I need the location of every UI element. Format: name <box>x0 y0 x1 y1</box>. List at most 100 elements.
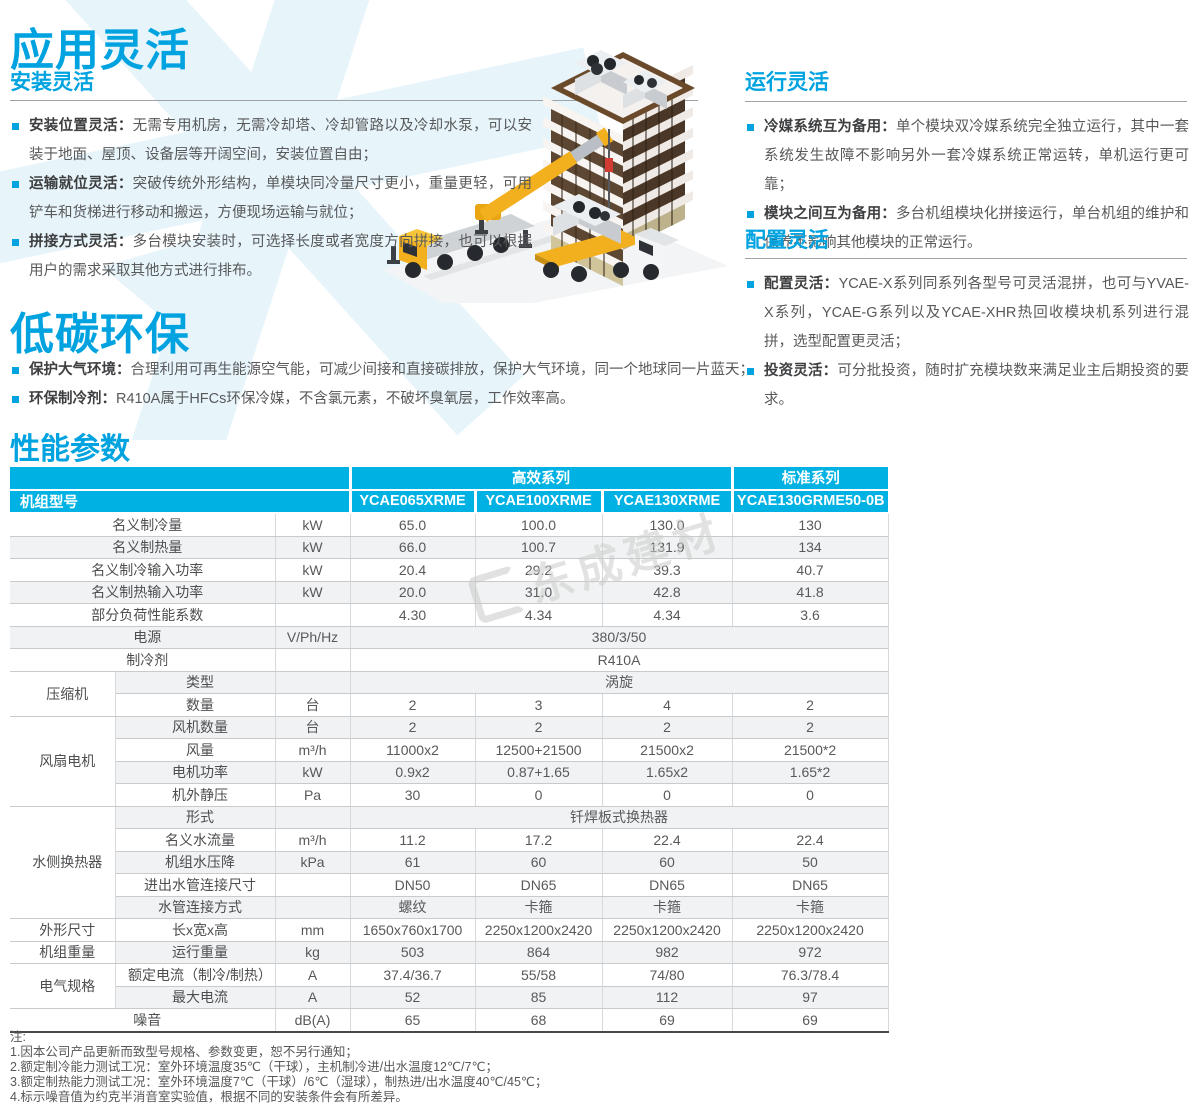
bullet-item: 保护大气环境：合理利用可再生能源空气能，可减少间接和直接碳排放，保护大气环境，同… <box>10 356 1190 385</box>
unit-cell: 台 <box>275 693 351 717</box>
table-row: 噪音 dB(A) 65 68 69 69 <box>10 1008 889 1033</box>
unit-cell: 台 <box>275 716 351 739</box>
value-cell: 68 <box>475 1008 603 1033</box>
snowflake-watermark-icon <box>0 0 603 440</box>
value-cell: 60 <box>475 851 603 874</box>
footnote-line: 2.额定制冷能力测试工况：室外环境温度35℃（干球），主机制冷进/出水温度12℃… <box>10 1060 498 1074</box>
footnote-line: 1.因本公司产品更新而致型号规格、参数变更，恕不另行通知； <box>10 1045 358 1059</box>
unit-cell <box>275 873 351 897</box>
unit-cell: A <box>275 986 351 1009</box>
table-row: 风扇电机 风机数量台 2 2 2 2 <box>10 716 889 807</box>
divider-operation <box>745 101 1187 102</box>
value-cell: 卡箍 <box>475 896 603 919</box>
value-cell: 0 <box>732 783 889 807</box>
row-label-cell: 进出水管连接尺寸 <box>115 873 276 897</box>
table-row: 机组重量 运行重量 kg 503 864 982 972 <box>10 941 889 964</box>
value-cell: 37.4/36.7 <box>350 963 476 987</box>
install-bullet-list: 安装位置灵活：无需专用机房，无需冷却塔、冷却管路以及冷却水泵，可以安装于地面、屋… <box>10 112 532 286</box>
category-cell: 外形尺寸 <box>10 918 116 942</box>
unit-cell <box>275 648 351 672</box>
unit-cell: kW <box>275 536 351 559</box>
bullet-item: 冷媒系统互为备用：单个模块双冷媒系统完全独立运行，其中一套系统发生故障不影响另外… <box>745 113 1189 200</box>
value-cell: 31.0 <box>475 581 603 604</box>
table-row: 名义制冷输入功率 kW 20.4 29.2 39.3 40.7 <box>10 558 889 582</box>
table-row: 部分负荷性能系数 4.30 4.34 4.34 3.6 <box>10 603 889 627</box>
table-row: 进出水管连接尺寸 DN50 DN65 DN65 DN65 <box>10 873 889 897</box>
config-bullet-list: 配置灵活：YCAE-X系列同系列各型号可灵活混拼，也可与YVAE-X系列，YCA… <box>745 270 1189 415</box>
table-row: 电源 V/Ph/Hz 380/3/50 <box>10 626 889 649</box>
divider-config <box>745 258 1187 259</box>
row-label-cell: 部分负荷性能系数 <box>10 603 276 627</box>
performance-table: 高效系列 标准系列 机组型号 YCAE065XRME YCAE100XRME YCAE13… <box>10 467 889 1033</box>
section-heading-operation: 运行灵活 <box>745 71 829 94</box>
unit-cell: m³/h <box>275 738 351 762</box>
value-cell: 65.0 <box>350 513 476 537</box>
category-cell: 风扇电机 <box>10 716 116 807</box>
bullet-label: 保护大气环境： <box>29 362 131 378</box>
value-cell: 4.30 <box>350 603 476 627</box>
value-cell: 40.7 <box>732 558 889 582</box>
value-cell: 100.0 <box>475 513 603 537</box>
delivery-truck <box>535 194 679 282</box>
value-cell: 61 <box>350 851 476 874</box>
value-cell: 2 <box>732 716 889 739</box>
section-heading-install: 安装灵活 <box>10 71 94 94</box>
row-label-cell: 长x宽x高 <box>115 918 276 942</box>
value-cell: 2250x1200x2420 <box>732 918 889 942</box>
merged-value-cell: 钎焊板式换热器 <box>350 806 889 829</box>
value-cell: 66.0 <box>350 536 476 559</box>
table-row: 机外静压 Pa 30 0 0 0 <box>10 783 889 807</box>
row-label-cell: 电机功率 <box>115 761 276 784</box>
unit-cell <box>275 603 351 627</box>
bullet-label: 投资灵活： <box>764 363 838 379</box>
value-cell: 4 <box>602 693 733 717</box>
bullet-label: 模块之间互为备用： <box>764 206 896 222</box>
model-name: YCAE130GRME50-0B <box>732 489 889 514</box>
value-cell: 29.2 <box>475 558 603 582</box>
row-label-cell: 噪音 <box>10 1008 276 1033</box>
value-cell: 60 <box>602 851 733 874</box>
unit-cell: dB(A) <box>275 1008 351 1033</box>
model-name: YCAE065XRME <box>350 489 477 514</box>
bullet-label: 拼接方式灵活： <box>29 234 133 250</box>
page-title-low-carbon: 低碳环保 <box>10 310 190 359</box>
page-title-application: 应用灵活 <box>10 26 190 75</box>
value-cell: 50 <box>732 851 889 874</box>
value-cell: 17.2 <box>475 828 603 852</box>
value-cell: 39.3 <box>602 558 733 582</box>
bullet-item: 环保制冷剂：R410A属于HFCs环保冷媒，不含氯元素，不破坏臭氧层，工作效率高… <box>10 385 1190 414</box>
rooftop-ac-unit <box>575 50 627 95</box>
value-cell: 21500x2 <box>602 738 733 762</box>
table-row: 水管连接方式 螺纹 卡箍 卡箍 卡箍 <box>10 896 889 919</box>
unit-cell: kW <box>275 581 351 604</box>
series-header-high-efficiency: 高效系列 <box>350 467 734 491</box>
value-cell: 螺纹 <box>350 896 476 919</box>
row-label-cell: 风量 <box>115 738 276 762</box>
footnote-title: 注: <box>10 1030 26 1044</box>
value-cell: 4.34 <box>602 603 733 627</box>
value-cell: 2 <box>602 716 733 739</box>
table-row: 最大电流 A 52 85 112 97 <box>10 986 889 1009</box>
value-cell: 134 <box>732 536 889 559</box>
footnotes: 注: 1.因本公司产品更新而致型号规格、参数变更，恕不另行通知； 2.额定制冷能力… <box>10 1030 547 1104</box>
row-label-cell: 名义制冷输入功率 <box>10 558 276 582</box>
value-cell: 30 <box>350 783 476 807</box>
value-cell: 4.34 <box>475 603 603 627</box>
unit-cell: mm <box>275 918 351 942</box>
table-row: 外形尺寸 长x宽x高 mm 1650x760x1700 2250x1200x2420 22… <box>10 918 889 942</box>
value-cell: 22.4 <box>732 828 889 852</box>
value-cell: 11.2 <box>350 828 476 852</box>
row-label-cell: 名义制冷量 <box>10 513 276 537</box>
value-cell: 2 <box>350 716 476 739</box>
unit-cell: kW <box>275 513 351 537</box>
bullet-item: 拼接方式灵活：多台模块安装时，可选择长度或者宽度方向拼接，也可以根据用户的需求采… <box>10 228 532 286</box>
value-cell: 97 <box>732 986 889 1009</box>
unit-cell: Pa <box>275 783 351 807</box>
unit-cell: A <box>275 963 351 987</box>
value-cell: 85 <box>475 986 603 1009</box>
value-cell: 22.4 <box>602 828 733 852</box>
value-cell: 2250x1200x2420 <box>602 918 733 942</box>
value-cell: 2 <box>732 693 889 717</box>
value-cell: 982 <box>602 941 733 964</box>
section-heading-performance: 性能参数 <box>10 433 130 466</box>
